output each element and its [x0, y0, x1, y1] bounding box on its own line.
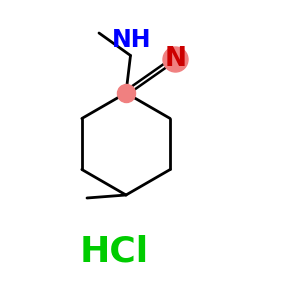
Text: HCl: HCl	[80, 235, 148, 269]
Text: NH: NH	[112, 28, 152, 52]
Text: N: N	[164, 46, 186, 72]
